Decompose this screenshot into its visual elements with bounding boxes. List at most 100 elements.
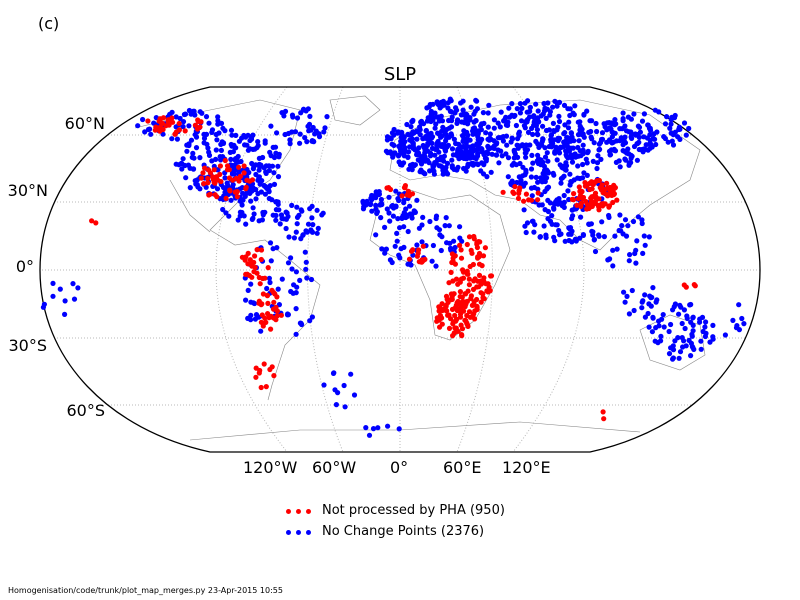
station-no-change-point [361, 206, 366, 211]
station-no-change-point [642, 111, 647, 116]
station-no-change-point [410, 215, 415, 220]
station-not-processed [416, 251, 421, 256]
lat-label-60n: 60°N [35, 114, 105, 133]
station-no-change-point [368, 201, 373, 206]
station-no-change-point [556, 138, 561, 143]
station-not-processed [200, 170, 205, 175]
station-no-change-point [399, 216, 404, 221]
station-no-change-point [273, 218, 278, 223]
station-no-change-point [522, 101, 527, 106]
station-no-change-point [730, 318, 735, 323]
station-no-change-point [558, 181, 563, 186]
station-no-change-point [555, 157, 560, 162]
station-no-change-point [592, 237, 597, 242]
station-not-processed [526, 197, 531, 202]
station-no-change-point [647, 234, 652, 239]
station-no-change-point [517, 133, 522, 138]
station-no-change-point [140, 117, 145, 122]
station-no-change-point [691, 347, 696, 352]
station-no-change-point [135, 123, 140, 128]
station-not-processed [607, 185, 612, 190]
station-no-change-point [642, 233, 647, 238]
station-no-change-point [417, 226, 422, 231]
station-no-change-point [677, 127, 682, 132]
station-no-change-point [453, 245, 458, 250]
station-not-processed [482, 296, 487, 301]
station-not-processed [517, 185, 522, 190]
station-no-change-point [432, 153, 437, 158]
station-no-change-point [450, 165, 455, 170]
station-not-processed [218, 163, 223, 168]
station-no-change-point [659, 317, 664, 322]
station-no-change-point [437, 232, 442, 237]
station-no-change-point [557, 119, 562, 124]
station-no-change-point [651, 131, 656, 136]
station-no-change-point [634, 238, 639, 243]
station-no-change-point [571, 146, 576, 151]
station-no-change-point [568, 139, 573, 144]
station-no-change-point [592, 140, 597, 145]
station-no-change-point [673, 301, 678, 306]
station-no-change-point [558, 231, 563, 236]
station-no-change-point [219, 148, 224, 153]
station-not-processed [478, 290, 483, 295]
station-no-change-point [572, 103, 577, 108]
station-no-change-point [433, 126, 438, 131]
station-no-change-point [577, 119, 582, 124]
station-no-change-point [565, 188, 570, 193]
station-no-change-point [551, 173, 556, 178]
station-no-change-point [276, 207, 281, 212]
station-no-change-point [394, 231, 399, 236]
station-no-change-point [602, 234, 607, 239]
station-no-change-point [294, 306, 299, 311]
station-no-change-point [465, 162, 470, 167]
station-no-change-point [653, 108, 658, 113]
station-no-change-point [276, 287, 281, 292]
station-no-change-point [432, 172, 437, 177]
station-no-change-point [411, 141, 416, 146]
station-no-change-point [545, 186, 550, 191]
station-not-processed [577, 184, 582, 189]
station-no-change-point [455, 117, 460, 122]
station-no-change-point [435, 141, 440, 146]
station-no-change-point [474, 118, 479, 123]
station-no-change-point [214, 147, 219, 152]
station-no-change-point [617, 228, 622, 233]
station-no-change-point [614, 138, 619, 143]
station-no-change-point [321, 211, 326, 216]
station-no-change-point [228, 150, 233, 155]
station-no-change-point [621, 138, 626, 143]
station-no-change-point [427, 104, 432, 109]
station-no-change-point [373, 232, 378, 237]
station-not-processed [259, 257, 264, 262]
station-no-change-point [506, 174, 511, 179]
legend-marker-blue [284, 527, 316, 537]
lat-label-30s: 30°S [0, 336, 47, 355]
station-no-change-point [234, 156, 239, 161]
station-no-change-point [254, 312, 259, 317]
station-no-change-point [206, 121, 211, 126]
station-not-processed [258, 281, 263, 286]
station-no-change-point [549, 213, 554, 218]
station-no-change-point [703, 319, 708, 324]
station-no-change-point [248, 199, 253, 204]
station-no-change-point [461, 166, 466, 171]
station-not-processed [177, 127, 182, 132]
station-not-processed [437, 308, 442, 313]
station-no-change-point [251, 205, 256, 210]
station-no-change-point [414, 242, 419, 247]
station-no-change-point [192, 112, 197, 117]
station-no-change-point [70, 281, 75, 286]
station-no-change-point [536, 108, 541, 113]
station-no-change-point [242, 134, 247, 139]
station-no-change-point [238, 213, 243, 218]
station-no-change-point [589, 221, 594, 226]
station-no-change-point [624, 294, 629, 299]
station-not-processed [273, 305, 278, 310]
station-no-change-point [396, 253, 401, 258]
station-not-processed [242, 170, 247, 175]
station-no-change-point [481, 110, 486, 115]
station-not-processed [400, 193, 405, 198]
station-no-change-point [441, 142, 446, 147]
station-no-change-point [414, 137, 419, 142]
